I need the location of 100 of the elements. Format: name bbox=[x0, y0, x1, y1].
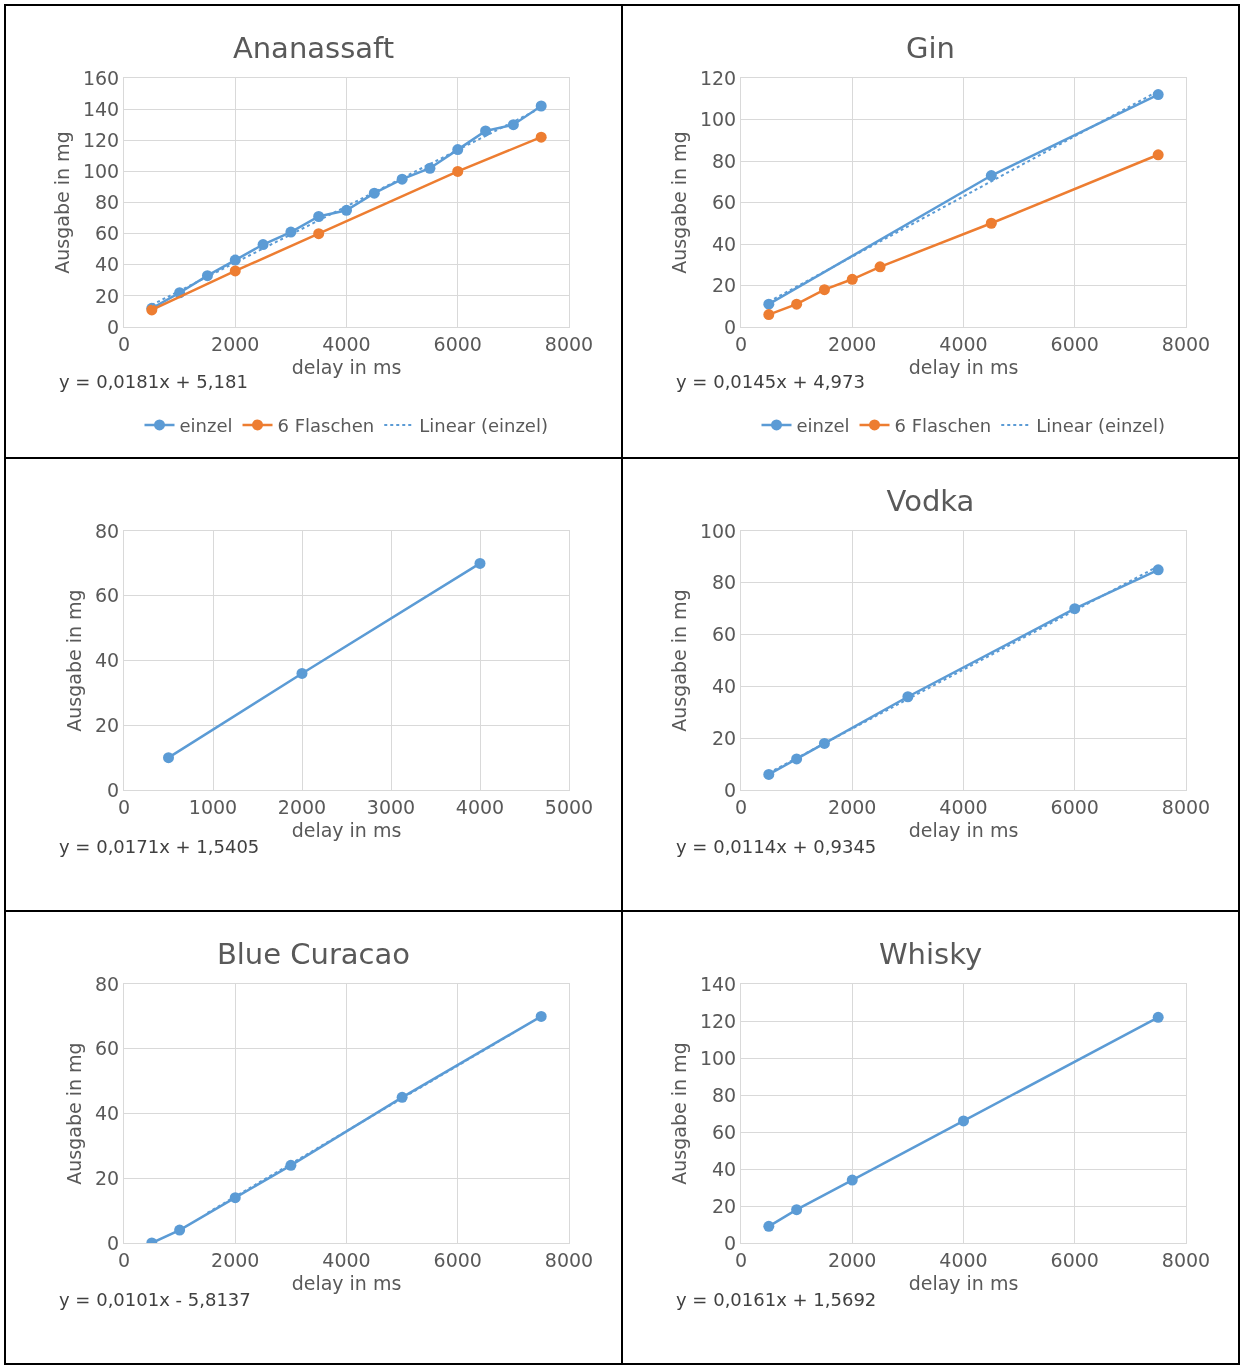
x-tick-label: 6000 bbox=[433, 1248, 482, 1271]
point bbox=[229, 265, 241, 277]
y-tick-label: 20 bbox=[712, 274, 737, 297]
x-axis-title: delay in ms bbox=[908, 355, 1019, 378]
y-tick-label: 20 bbox=[95, 284, 120, 307]
point bbox=[257, 239, 269, 251]
x-tick-label: 6000 bbox=[1050, 332, 1099, 355]
point bbox=[1152, 149, 1164, 161]
x-tick-label: 4000 bbox=[939, 1248, 988, 1271]
x-tick-label: 6000 bbox=[1050, 1248, 1099, 1271]
y-tick-label: 80 bbox=[712, 149, 737, 172]
y-tick-label: 0 bbox=[107, 1231, 120, 1254]
point bbox=[507, 119, 519, 131]
y-tick-label: 120 bbox=[699, 66, 737, 89]
y-tick-label: 0 bbox=[724, 1231, 737, 1254]
x-tick-label: 5000 bbox=[544, 795, 594, 818]
y-tick-label: 60 bbox=[712, 191, 737, 214]
text: y = 0,0161x + 1,5692 bbox=[676, 1289, 877, 1310]
x-tick-label: 1000 bbox=[188, 795, 238, 818]
y-tick-label: 60 bbox=[95, 584, 120, 607]
x-tick-label: 4000 bbox=[322, 1248, 371, 1271]
x-tick-label: 4000 bbox=[455, 795, 505, 818]
point bbox=[818, 284, 830, 296]
legend-label: einzel bbox=[179, 414, 233, 436]
point bbox=[452, 165, 464, 177]
y-tick-label: 60 bbox=[95, 222, 120, 245]
chart-title: Ananassaft bbox=[232, 30, 395, 65]
y-tick-label: 20 bbox=[712, 726, 737, 749]
y-tick-label: 100 bbox=[82, 160, 120, 183]
y-tick-label: 120 bbox=[82, 128, 120, 151]
point bbox=[791, 298, 803, 310]
point bbox=[313, 228, 325, 240]
y-tick-label: 0 bbox=[107, 778, 120, 801]
x-tick-label: 2000 bbox=[828, 795, 877, 818]
point bbox=[763, 1220, 775, 1232]
legend-label: Linear (einzel) bbox=[1036, 414, 1165, 436]
point bbox=[985, 170, 997, 182]
x-tick-label: 8000 bbox=[1161, 332, 1211, 355]
point bbox=[535, 1010, 547, 1022]
y-tick-label: 40 bbox=[712, 675, 737, 698]
y-tick-label: 60 bbox=[95, 1037, 120, 1060]
point bbox=[958, 1115, 969, 1127]
point bbox=[1152, 564, 1164, 576]
point bbox=[174, 1224, 186, 1236]
point bbox=[313, 211, 325, 223]
point bbox=[791, 1204, 803, 1216]
text: y = 0,0114x + 0,9345 bbox=[676, 836, 877, 857]
y-axis-title: Ausgabe in mg bbox=[667, 131, 690, 274]
y-tick-label: 80 bbox=[95, 972, 120, 995]
point bbox=[985, 217, 997, 229]
y-tick-label: 80 bbox=[95, 191, 120, 214]
point bbox=[763, 768, 775, 780]
y-tick-label: 100 bbox=[699, 519, 737, 542]
y-tick-label: 80 bbox=[712, 1083, 737, 1106]
y-tick-label: 20 bbox=[95, 1166, 120, 1189]
y-tick-label: 0 bbox=[724, 778, 737, 801]
point bbox=[163, 752, 174, 764]
y-axis-title: Ausgabe in mg bbox=[667, 589, 690, 732]
x-tick-label: 8000 bbox=[1161, 1248, 1211, 1271]
y-tick-label: 120 bbox=[699, 1009, 737, 1032]
y-axis-title: Ausgabe in mg bbox=[667, 1042, 690, 1185]
x-tick-label: 6000 bbox=[433, 332, 482, 355]
y-tick-label: 80 bbox=[712, 571, 737, 594]
y-axis-title: Ausgabe in mg bbox=[62, 589, 85, 732]
point bbox=[763, 309, 775, 321]
chart-title: Vodka bbox=[886, 483, 975, 518]
point bbox=[846, 1174, 858, 1186]
x-tick-label: 6000 bbox=[1050, 795, 1099, 818]
x-axis-title: delay in ms bbox=[908, 1271, 1019, 1294]
x-tick-label: 4000 bbox=[939, 332, 988, 355]
y-tick-label: 40 bbox=[712, 1157, 737, 1180]
legend-label: einzel bbox=[796, 414, 850, 436]
y-tick-label: 40 bbox=[95, 649, 120, 672]
y-tick-label: 160 bbox=[82, 66, 120, 89]
x-tick-label: 2000 bbox=[211, 332, 260, 355]
x-axis-title: delay in ms bbox=[291, 818, 402, 841]
x-tick-label: 8000 bbox=[544, 332, 594, 355]
point bbox=[1152, 89, 1164, 101]
y-tick-label: 100 bbox=[699, 108, 737, 131]
text: y = 0,0145x + 4,973 bbox=[676, 371, 865, 392]
x-axis-title: delay in ms bbox=[908, 818, 1019, 841]
y-tick-label: 140 bbox=[82, 97, 120, 120]
y-tick-label: 0 bbox=[724, 315, 737, 338]
y-tick-label: 40 bbox=[95, 253, 120, 276]
chart-title: Blue Curacao bbox=[216, 936, 411, 971]
x-tick-label: 4000 bbox=[939, 795, 988, 818]
y-tick-label: 20 bbox=[95, 713, 120, 736]
point bbox=[874, 261, 886, 273]
chart-title: Gin bbox=[906, 30, 955, 65]
y-tick-label: 0 bbox=[107, 315, 120, 338]
point bbox=[341, 204, 352, 216]
point bbox=[1152, 1011, 1164, 1023]
point bbox=[480, 125, 492, 137]
point bbox=[201, 270, 213, 282]
y-tick-label: 80 bbox=[95, 519, 120, 542]
x-tick-label: 8000 bbox=[544, 1248, 594, 1271]
point bbox=[846, 273, 858, 285]
x-tick-label: 2000 bbox=[828, 1248, 877, 1271]
point bbox=[474, 557, 486, 569]
x-axis-title: delay in ms bbox=[291, 355, 402, 378]
